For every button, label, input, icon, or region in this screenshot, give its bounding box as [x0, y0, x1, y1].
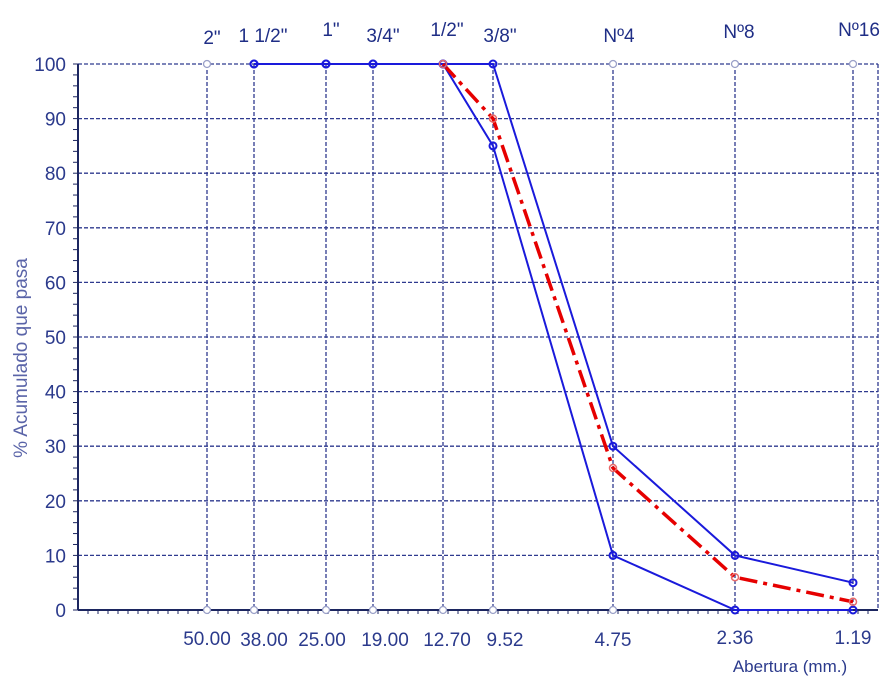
x-axis-label: Abertura (mm.)	[733, 657, 847, 676]
x-tick-label: 50.00	[183, 629, 231, 650]
x-tick-label: 4.75	[595, 630, 632, 651]
y-tick-label: 20	[45, 492, 66, 513]
y-axis-label: % Acumulado que pasa	[11, 258, 32, 458]
y-tick-label: 50	[45, 328, 66, 349]
data-point-marker	[848, 605, 858, 615]
grid-marker	[368, 605, 378, 615]
series-line-3	[441, 62, 854, 604]
grid-marker	[249, 605, 259, 615]
grid-marker	[730, 59, 740, 69]
x-tick-label: 2.36	[717, 628, 754, 649]
sieve-size-label: 1/2"	[430, 20, 463, 41]
grid-marker	[488, 605, 498, 615]
sieve-size-label: Nº4	[603, 26, 635, 47]
data-point-marker	[730, 605, 740, 615]
data-point-marker	[488, 141, 498, 151]
x-tick-label: 25.00	[298, 630, 346, 651]
grid-marker	[202, 605, 212, 615]
series-line-2	[254, 63, 853, 611]
y-tick-label: 70	[45, 219, 66, 240]
grid-marker	[848, 59, 858, 69]
data-point-marker	[249, 59, 259, 69]
sieve-size-label: 3/4"	[366, 26, 399, 47]
data-point-marker	[488, 59, 498, 69]
sieve-size-label: Nº8	[723, 22, 754, 43]
grid-layer	[73, 63, 879, 614]
y-axis-ticks: 0 10 20 30 40 50 60 70 80 90 100	[34, 55, 66, 622]
sieve-size-label: 1 1/2"	[238, 26, 287, 47]
data-point-marker	[608, 463, 618, 473]
sieve-size-label: 1"	[322, 20, 339, 41]
marker-layer	[202, 59, 858, 615]
grid-marker	[608, 59, 618, 69]
grid-marker	[438, 605, 448, 615]
data-point-marker	[730, 572, 740, 582]
x-tick-label: 1.19	[835, 628, 872, 649]
x-tick-label: 9.52	[487, 630, 524, 651]
data-point-marker	[608, 441, 618, 451]
data-point-marker	[368, 59, 378, 69]
x-tick-label: 38.00	[240, 630, 288, 651]
y-tick-label: 10	[45, 546, 66, 567]
data-point-marker	[848, 578, 858, 588]
x-axis-ticks: 50.00 38.00 25.00 19.00 12.70 9.52 4.75 2.36 1.1…	[183, 628, 871, 651]
top-sieve-labels: 2" 1 1/2" 1" 3/4" 1/2" 3/8" Nº4 Nº8 Nº16	[203, 20, 880, 49]
sieve-size-label: 3/8"	[483, 26, 516, 47]
data-point-marker	[488, 114, 498, 123]
sieve-size-label: Nº16	[838, 20, 880, 41]
y-tick-label: 90	[45, 110, 66, 131]
series-line-1	[254, 63, 854, 584]
y-tick-label: 80	[45, 164, 66, 185]
sieve-size-label: 2"	[203, 28, 220, 49]
y-tick-label: 60	[45, 273, 66, 294]
y-tick-label: 0	[55, 601, 66, 622]
data-point-marker	[848, 597, 858, 607]
y-tick-label: 40	[45, 383, 66, 404]
grid-marker	[321, 605, 331, 615]
x-tick-label: 19.00	[361, 630, 409, 651]
y-tick-label: 30	[45, 437, 66, 458]
data-point-marker	[321, 59, 331, 69]
data-point-marker	[730, 550, 740, 560]
data-point-marker	[438, 59, 448, 69]
grid-marker	[608, 605, 618, 615]
series-layer	[254, 62, 854, 611]
x-tick-label: 12.70	[423, 630, 471, 651]
grid-marker	[202, 59, 212, 69]
data-point-marker	[608, 550, 618, 560]
y-tick-label: 100	[34, 55, 66, 76]
